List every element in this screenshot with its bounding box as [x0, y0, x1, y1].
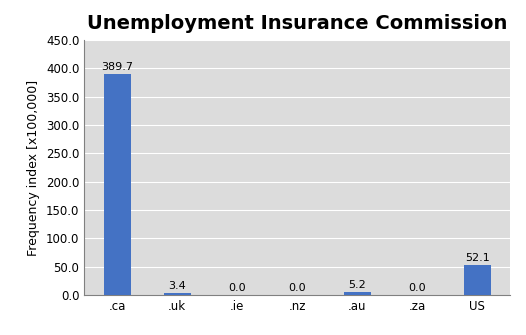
Bar	[104, 74, 130, 295]
Bar	[464, 265, 491, 295]
Title: Unemployment Insurance Commission: Unemployment Insurance Commission	[87, 14, 508, 33]
Text: 52.1: 52.1	[465, 253, 490, 263]
Text: 0.0: 0.0	[288, 282, 306, 292]
Text: 389.7: 389.7	[101, 62, 133, 72]
Y-axis label: Frequency index [x100,000]: Frequency index [x100,000]	[27, 79, 41, 256]
Bar	[164, 293, 190, 295]
Text: 5.2: 5.2	[348, 280, 366, 289]
Text: 0.0: 0.0	[409, 282, 426, 292]
Bar	[343, 292, 371, 295]
Text: 0.0: 0.0	[228, 282, 246, 292]
Text: 3.4: 3.4	[168, 281, 186, 291]
